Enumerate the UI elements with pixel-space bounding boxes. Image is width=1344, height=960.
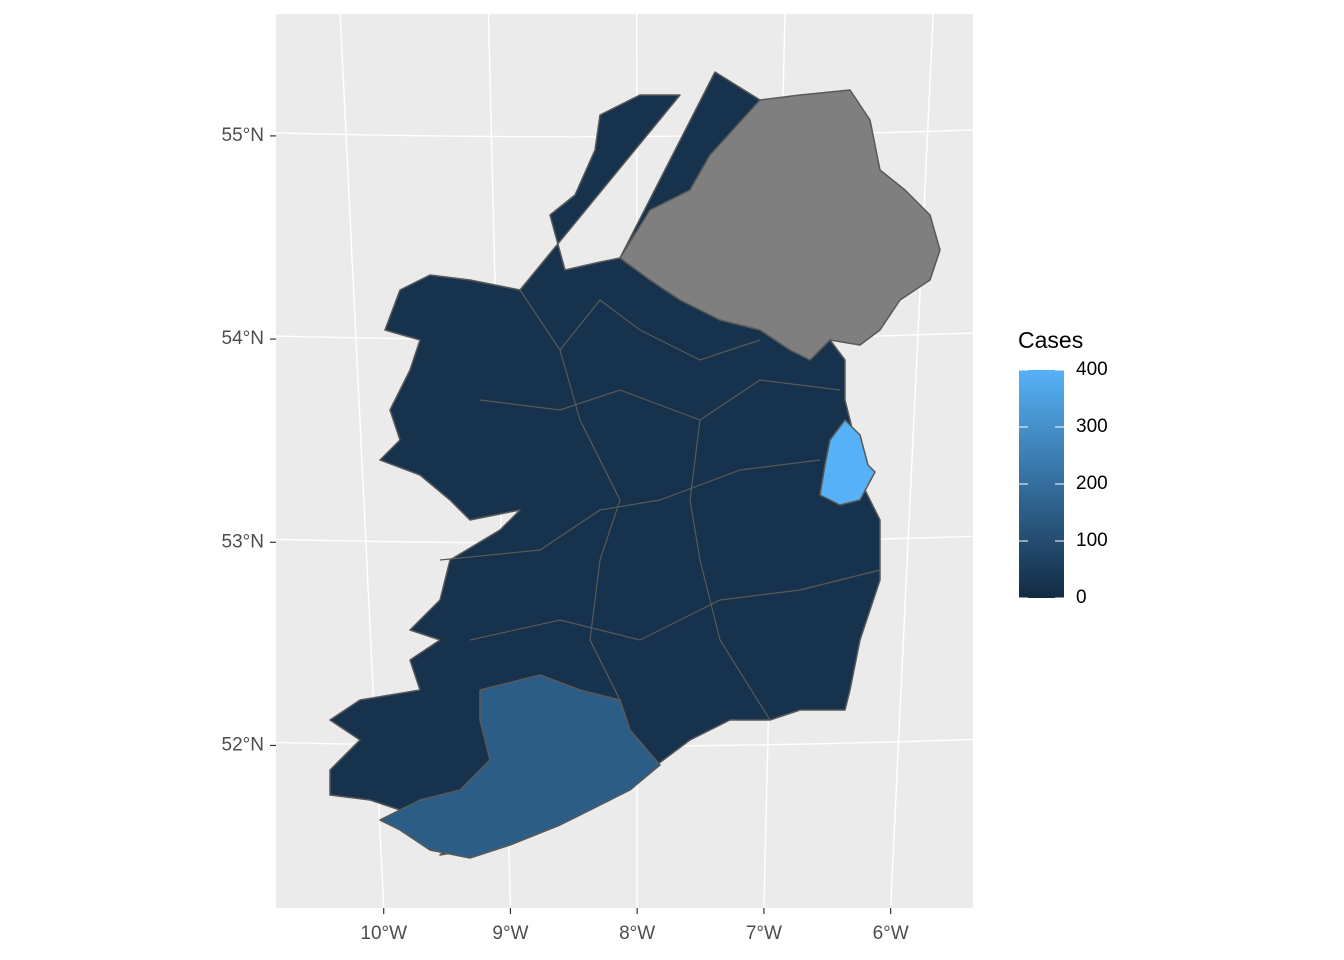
- county-border: [479, 379, 841, 421]
- legend-label: 100: [1076, 530, 1108, 551]
- region: [619, 89, 941, 361]
- y-tick-label: 55°N: [222, 125, 264, 146]
- y-tick-label: 54°N: [222, 328, 264, 349]
- county-border: [559, 349, 621, 701]
- county-border: [439, 459, 821, 561]
- legend-label: 200: [1076, 473, 1108, 494]
- y-tick-label: 52°N: [222, 734, 264, 755]
- legend-label: 0: [1076, 587, 1087, 608]
- county-border: [469, 569, 881, 641]
- legend-title: Cases: [1018, 327, 1083, 353]
- county-border: [519, 289, 761, 361]
- legend-label: 400: [1076, 359, 1108, 380]
- x-tick-label: 8°W: [619, 923, 655, 944]
- y-tick-label: 53°N: [222, 531, 264, 552]
- x-tick-label: 6°W: [873, 923, 909, 944]
- x-tick-label: 7°W: [746, 923, 782, 944]
- x-tick-label: 9°W: [492, 923, 528, 944]
- grid-line: [889, 13, 934, 909]
- county-border: [689, 419, 771, 721]
- legend-label: 300: [1076, 416, 1108, 437]
- region: [819, 419, 876, 506]
- x-tick-label: 10°W: [360, 923, 407, 944]
